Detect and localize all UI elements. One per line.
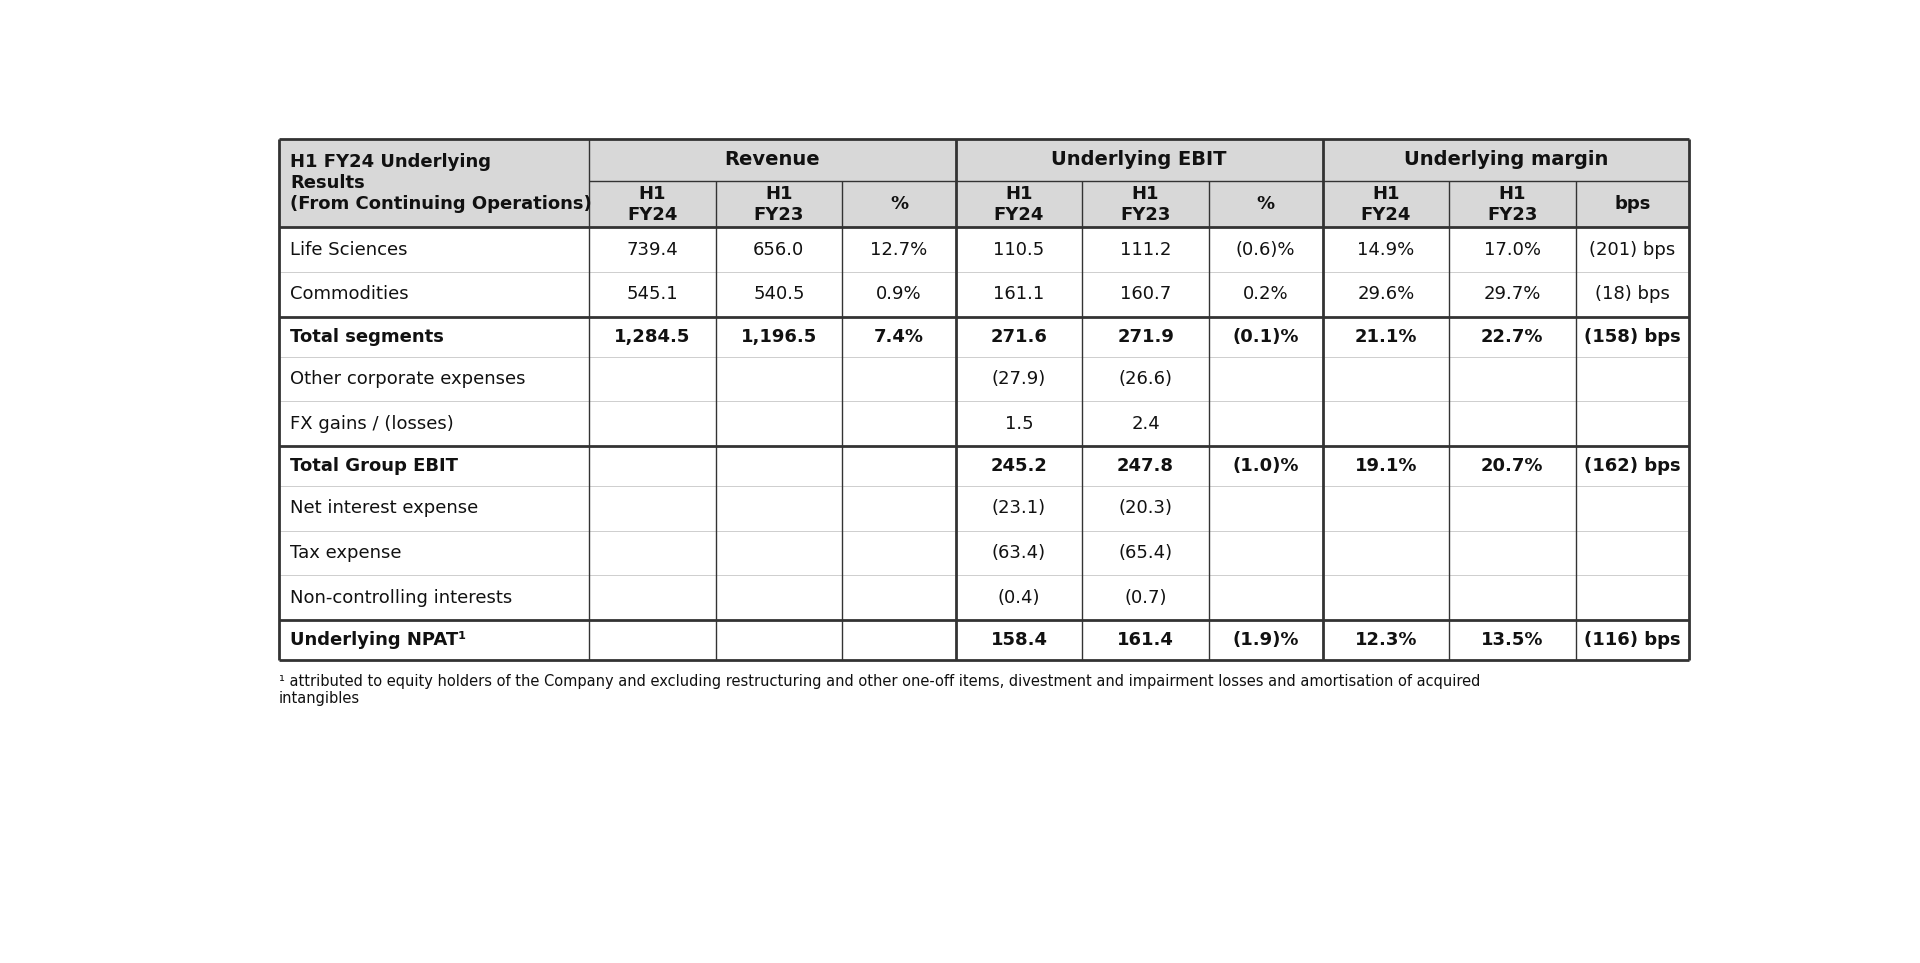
Text: 656.0: 656.0 <box>753 241 804 258</box>
Text: (1.9)%: (1.9)% <box>1233 631 1300 649</box>
Text: Total segments: Total segments <box>290 327 444 346</box>
Text: (18) bps: (18) bps <box>1596 285 1670 303</box>
Text: %: % <box>1256 195 1275 213</box>
Text: (26.6): (26.6) <box>1119 370 1173 388</box>
Text: 545.1: 545.1 <box>626 285 678 303</box>
Text: 158.4: 158.4 <box>991 631 1048 649</box>
Text: 540.5: 540.5 <box>753 285 804 303</box>
Text: 19.1%: 19.1% <box>1354 456 1417 475</box>
Text: 271.6: 271.6 <box>991 327 1048 346</box>
Bar <box>278 139 1690 227</box>
Text: 160.7: 160.7 <box>1119 285 1171 303</box>
Text: (65.4): (65.4) <box>1119 544 1173 562</box>
Text: (23.1): (23.1) <box>993 499 1046 517</box>
Text: FX gains / (losses): FX gains / (losses) <box>290 414 455 432</box>
Text: 14.9%: 14.9% <box>1357 241 1415 258</box>
Text: H1
FY24: H1 FY24 <box>628 185 678 223</box>
Text: (116) bps: (116) bps <box>1584 631 1680 649</box>
Text: 20.7%: 20.7% <box>1480 456 1544 475</box>
Text: Non-controlling interests: Non-controlling interests <box>290 588 513 607</box>
Text: 7.4%: 7.4% <box>874 327 924 346</box>
Text: 1,284.5: 1,284.5 <box>614 327 691 346</box>
Text: H1
FY23: H1 FY23 <box>755 185 804 223</box>
Text: 161.1: 161.1 <box>993 285 1044 303</box>
Text: 0.9%: 0.9% <box>876 285 922 303</box>
Text: Commodities: Commodities <box>290 285 409 303</box>
Text: (1.0)%: (1.0)% <box>1233 456 1300 475</box>
Text: bps: bps <box>1615 195 1651 213</box>
Text: 1.5: 1.5 <box>1004 414 1033 432</box>
Text: (162) bps: (162) bps <box>1584 456 1680 475</box>
Text: 17.0%: 17.0% <box>1484 241 1542 258</box>
Text: 13.5%: 13.5% <box>1480 631 1544 649</box>
Text: %: % <box>889 195 908 213</box>
Text: 12.7%: 12.7% <box>870 241 927 258</box>
Text: H1
FY24: H1 FY24 <box>1361 185 1411 223</box>
Text: (0.6)%: (0.6)% <box>1236 241 1296 258</box>
Text: Revenue: Revenue <box>724 150 820 169</box>
Text: (27.9): (27.9) <box>993 370 1046 388</box>
Text: Total Group EBIT: Total Group EBIT <box>290 456 459 475</box>
Text: 29.7%: 29.7% <box>1484 285 1542 303</box>
Text: Other corporate expenses: Other corporate expenses <box>290 370 526 388</box>
Text: 29.6%: 29.6% <box>1357 285 1415 303</box>
Text: (63.4): (63.4) <box>993 544 1046 562</box>
Text: 0.2%: 0.2% <box>1242 285 1288 303</box>
Text: Underlying EBIT: Underlying EBIT <box>1052 150 1227 169</box>
Text: Underlying margin: Underlying margin <box>1404 150 1609 169</box>
Text: Net interest expense: Net interest expense <box>290 499 478 517</box>
Text: H1 FY24 Underlying
Results
(From Continuing Operations): H1 FY24 Underlying Results (From Continu… <box>290 153 591 213</box>
Text: H1
FY23: H1 FY23 <box>1488 185 1538 223</box>
Text: 161.4: 161.4 <box>1117 631 1173 649</box>
Text: Life Sciences: Life Sciences <box>290 241 407 258</box>
Text: (201) bps: (201) bps <box>1590 241 1676 258</box>
Text: (0.7): (0.7) <box>1125 588 1167 607</box>
Text: 111.2: 111.2 <box>1119 241 1171 258</box>
Text: (20.3): (20.3) <box>1119 499 1173 517</box>
Text: 1,196.5: 1,196.5 <box>741 327 818 346</box>
Text: ¹ attributed to equity holders of the Company and excluding restructuring and ot: ¹ attributed to equity holders of the Co… <box>278 674 1480 706</box>
Text: 110.5: 110.5 <box>993 241 1044 258</box>
Text: (0.1)%: (0.1)% <box>1233 327 1300 346</box>
Text: H1
FY24: H1 FY24 <box>995 185 1044 223</box>
Text: (158) bps: (158) bps <box>1584 327 1680 346</box>
Text: 2.4: 2.4 <box>1131 414 1160 432</box>
Text: 22.7%: 22.7% <box>1480 327 1544 346</box>
Text: Underlying NPAT¹: Underlying NPAT¹ <box>290 631 467 649</box>
Text: H1
FY23: H1 FY23 <box>1121 185 1171 223</box>
Text: (0.4): (0.4) <box>998 588 1041 607</box>
Text: 247.8: 247.8 <box>1117 456 1173 475</box>
Text: 271.9: 271.9 <box>1117 327 1173 346</box>
Text: 245.2: 245.2 <box>991 456 1048 475</box>
Text: Tax expense: Tax expense <box>290 544 401 562</box>
Text: 12.3%: 12.3% <box>1354 631 1417 649</box>
Text: 739.4: 739.4 <box>626 241 678 258</box>
Text: 21.1%: 21.1% <box>1354 327 1417 346</box>
